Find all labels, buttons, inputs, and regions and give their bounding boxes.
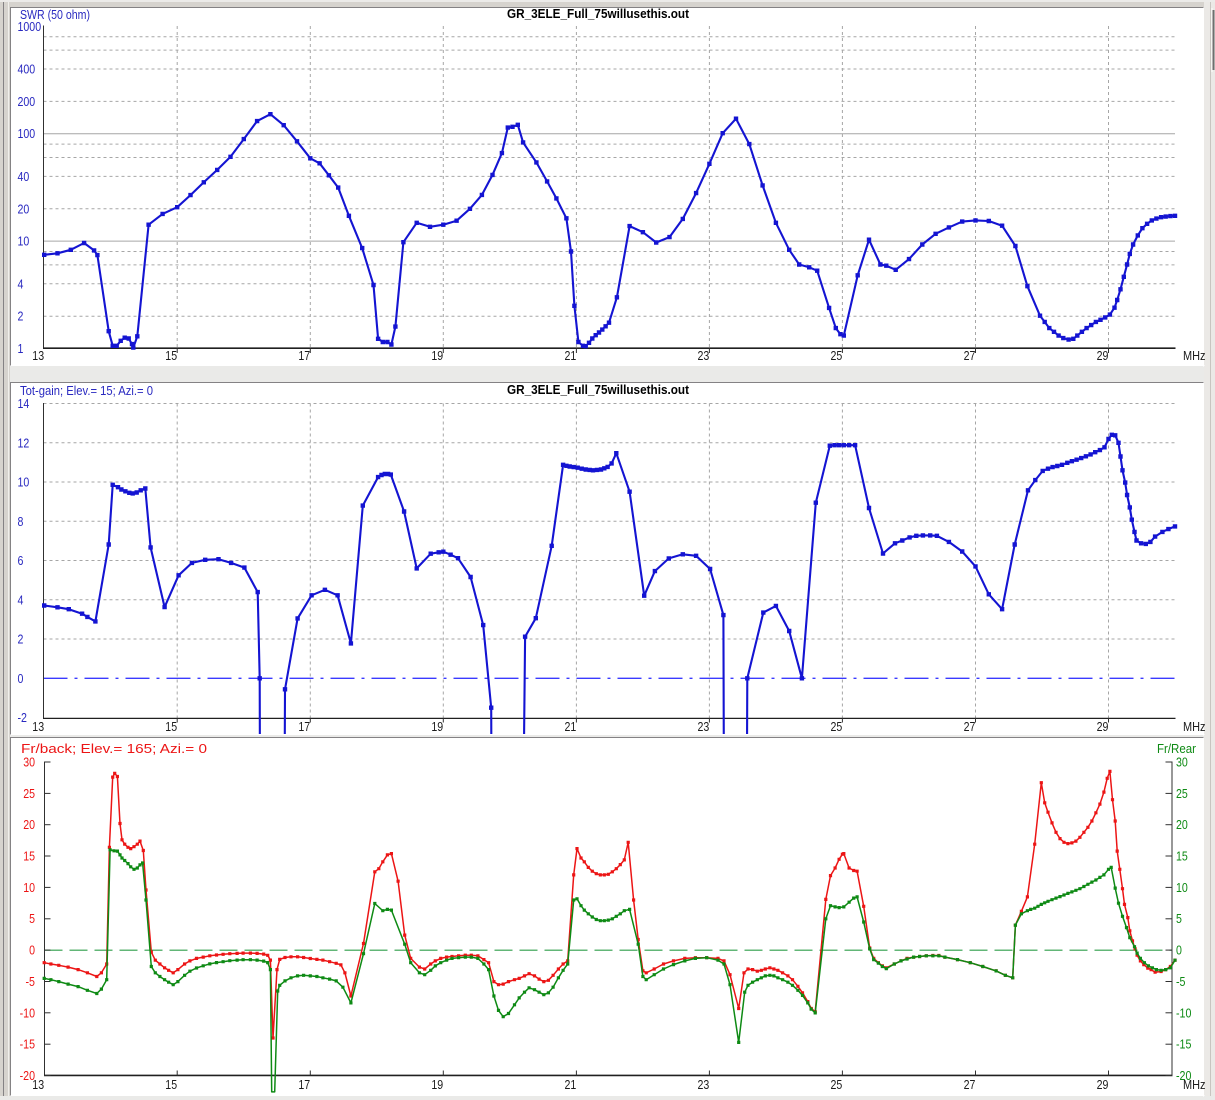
svg-text:15: 15 [165,720,177,734]
svg-text:MHz: MHz [1183,349,1206,363]
svg-text:25: 25 [1176,787,1188,801]
svg-text:21: 21 [565,720,577,734]
svg-text:Fr/Rear: Fr/Rear [1157,741,1197,756]
svg-text:0: 0 [18,672,24,686]
svg-text:400: 400 [18,63,36,77]
svg-text:21: 21 [565,1078,577,1092]
svg-text:13: 13 [32,349,44,363]
svg-text:-15: -15 [20,1038,35,1052]
svg-text:17: 17 [298,349,310,363]
svg-text:27: 27 [964,349,976,363]
svg-text:GR_3ELE_Full_75willusethis.out: GR_3ELE_Full_75willusethis.out [507,382,690,397]
svg-text:10: 10 [18,476,30,490]
svg-text:19: 19 [431,1078,443,1092]
svg-text:SWR (50 ohm): SWR (50 ohm) [20,7,90,22]
svg-text:20: 20 [23,818,35,832]
svg-text:-15: -15 [1176,1038,1191,1052]
svg-text:29: 29 [1097,1078,1109,1092]
svg-text:-5: -5 [26,975,36,989]
svg-text:200: 200 [18,95,36,109]
svg-text:5: 5 [29,912,35,926]
svg-text:30: 30 [1176,756,1188,770]
svg-text:-20: -20 [20,1069,35,1083]
svg-text:15: 15 [23,850,35,864]
svg-text:15: 15 [165,349,177,363]
svg-text:10: 10 [23,881,35,895]
svg-text:4: 4 [18,277,24,291]
svg-text:17: 17 [298,720,310,734]
svg-text:17: 17 [298,1078,310,1092]
svg-text:29: 29 [1097,720,1109,734]
svg-text:13: 13 [32,1078,44,1092]
svg-text:25: 25 [831,349,843,363]
svg-text:15: 15 [165,1078,177,1092]
svg-text:-10: -10 [20,1006,35,1020]
svg-text:25: 25 [831,720,843,734]
svg-text:2: 2 [18,633,24,647]
svg-text:19: 19 [431,349,443,363]
svg-text:10: 10 [18,235,30,249]
svg-text:5: 5 [1176,912,1182,926]
svg-text:-2: -2 [18,711,28,725]
svg-text:4: 4 [18,593,24,607]
svg-text:20: 20 [1176,818,1188,832]
svg-text:25: 25 [831,1078,843,1092]
svg-text:1: 1 [18,342,24,356]
svg-text:14: 14 [18,397,30,411]
svg-text:-5: -5 [1176,975,1186,989]
svg-text:29: 29 [1097,349,1109,363]
svg-text:1000: 1000 [18,20,42,34]
svg-text:12: 12 [18,436,30,450]
svg-text:0: 0 [1176,944,1182,958]
svg-text:23: 23 [698,1078,710,1092]
svg-text:-20: -20 [1176,1069,1191,1083]
svg-text:15: 15 [1176,850,1188,864]
svg-text:30: 30 [23,756,35,770]
svg-text:0: 0 [29,944,35,958]
svg-text:-10: -10 [1176,1006,1191,1020]
svg-text:20: 20 [18,202,30,216]
svg-text:6: 6 [18,554,24,568]
svg-text:21: 21 [565,349,577,363]
svg-text:MHz: MHz [1183,1078,1206,1092]
svg-text:10: 10 [1176,881,1188,895]
svg-text:Fr/back; Elev.= 165; Azi.= 0: Fr/back; Elev.= 165; Azi.= 0 [21,741,207,756]
svg-text:2: 2 [18,310,24,324]
svg-text:19: 19 [431,720,443,734]
svg-text:25: 25 [23,787,35,801]
svg-text:Tot-gain; Elev.= 15; Azi.= 0: Tot-gain; Elev.= 15; Azi.= 0 [20,383,153,398]
svg-text:23: 23 [698,720,710,734]
svg-text:GR_3ELE_Full_75willusethis.out: GR_3ELE_Full_75willusethis.out [507,6,690,21]
svg-text:27: 27 [964,720,976,734]
svg-text:MHz: MHz [1183,720,1206,734]
svg-text:100: 100 [18,127,36,141]
svg-text:40: 40 [18,170,30,184]
svg-text:13: 13 [32,720,44,734]
svg-text:27: 27 [964,1078,976,1092]
svg-text:23: 23 [698,349,710,363]
svg-text:8: 8 [18,515,24,529]
